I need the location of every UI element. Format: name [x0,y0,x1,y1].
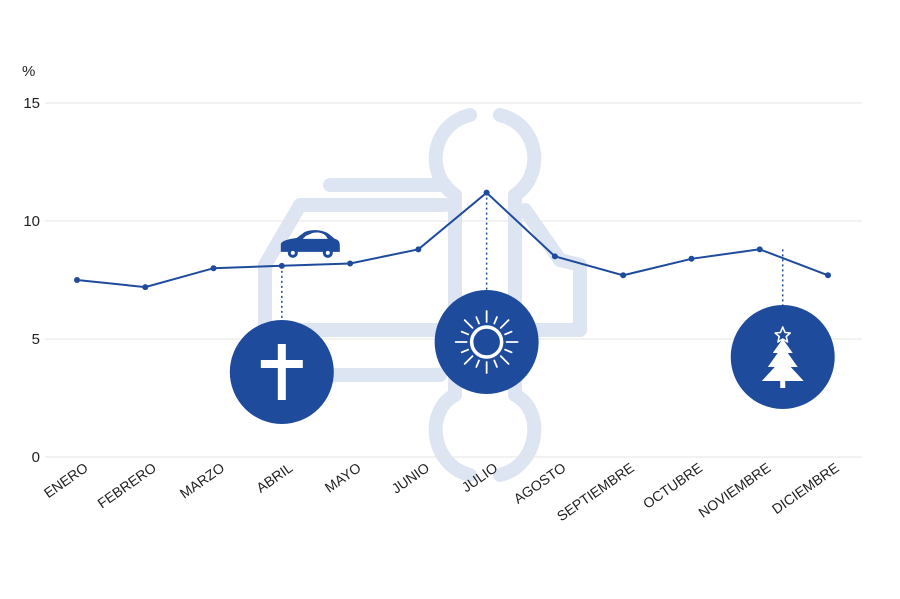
data-point-septiembre [620,272,627,279]
x-tick-label-junio: JUNIO [389,459,433,496]
x-tick-label-abril: ABRIL [253,459,295,495]
data-point-enero [74,277,80,283]
data-point-abril [278,262,285,269]
x-tick-label-febrero: FEBRERO [94,459,159,511]
data-point-febrero [142,284,149,291]
x-tick-label-mayo: MAYO [322,459,364,495]
x-tick-label-octubre: OCTUBRE [640,459,705,511]
y-tick-label: 15 [23,95,40,112]
cross-icon [260,344,303,400]
data-point-diciembre [825,272,831,279]
badge-noviembre [730,305,835,409]
data-point-agosto [551,253,558,260]
x-tick-label-noviembre: NOVIEMBRE [695,459,773,520]
data-point-mayo [347,260,354,267]
christmas-tree-icon [761,326,804,388]
car-icon [280,230,340,258]
y-tick-label: 10 [23,213,40,230]
sun-icon [454,310,519,374]
badge-abril [229,320,334,424]
series-line [76,191,829,289]
x-tick-label-enero: ENERO [41,459,91,501]
y-unit-label: % [22,63,35,80]
badge-circle [434,290,539,394]
x-tick-label-diciembre: DICIEMBRE [769,459,842,517]
y-tick-label: 0 [32,449,40,466]
data-point-noviembre [756,246,763,253]
wrench-car-watermark-icon [258,108,587,482]
data-point-julio [483,189,490,196]
y-tick-label: 5 [32,331,40,348]
badge-julio [434,290,539,394]
x-tick-label-marzo: MARZO [177,459,228,501]
data-point-junio [415,246,422,253]
data-point-marzo [210,265,217,272]
data-point-octubre [688,255,695,262]
